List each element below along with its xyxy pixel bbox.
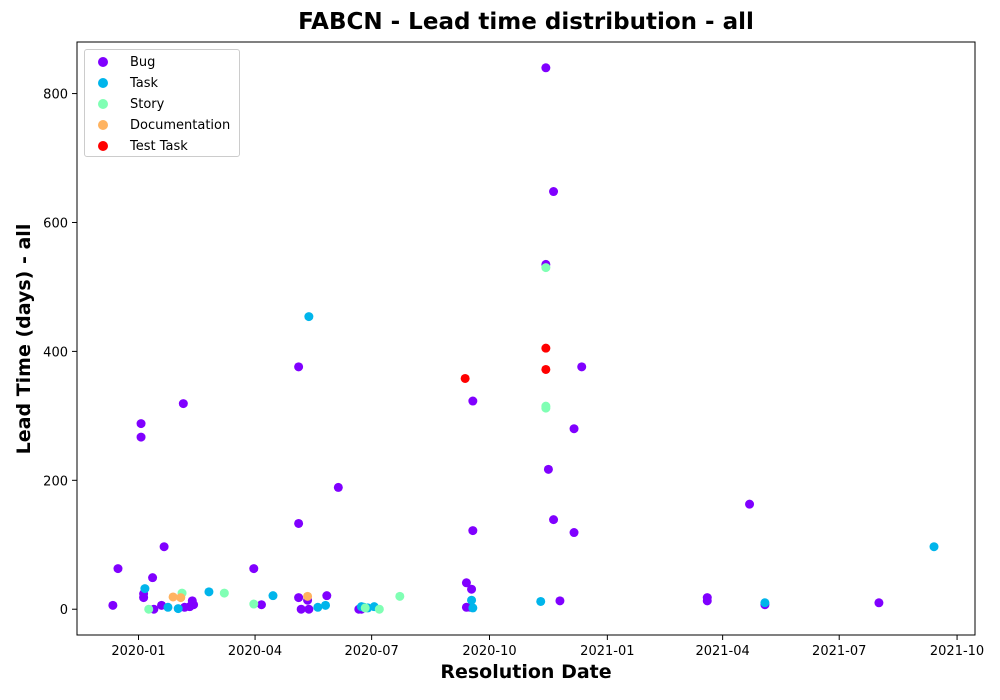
point-task [930, 542, 939, 551]
point-bug [294, 519, 303, 528]
point-story [375, 605, 384, 614]
legend-label: Bug [130, 55, 155, 70]
point-task [536, 597, 545, 606]
point-bug [570, 528, 579, 537]
point-story [220, 589, 229, 598]
y-tick-label: 0 [60, 603, 68, 618]
point-bug [468, 397, 477, 406]
y-tick-label: 400 [43, 345, 68, 360]
x-tick-label: 2021-07 [812, 644, 866, 659]
point-story [249, 600, 258, 609]
legend-item: Story [93, 94, 164, 114]
y-tick-label: 200 [43, 474, 68, 489]
x-tick-label: 2020-07 [344, 644, 398, 659]
point-bug [294, 593, 303, 602]
point-story [541, 263, 550, 272]
point-task [140, 584, 149, 593]
legend-item: Task [93, 73, 158, 93]
point-bug [297, 605, 306, 614]
point-story [395, 592, 404, 601]
point-test-task [541, 365, 550, 374]
y-axis: 0 200 400 600 800 [43, 88, 77, 619]
point-bug [544, 465, 553, 474]
point-task [163, 603, 172, 612]
legend-marker [98, 78, 108, 88]
point-bug [322, 591, 331, 600]
point-task [468, 603, 477, 612]
point-bug [874, 598, 883, 607]
point-task [174, 604, 183, 613]
point-task [321, 601, 330, 610]
point-story [144, 605, 153, 614]
point-bug [468, 526, 477, 535]
point-bug [570, 424, 579, 433]
point-bug [108, 601, 117, 610]
y-tick-label: 800 [43, 88, 68, 103]
point-bug [549, 187, 558, 196]
point-documentation [303, 592, 312, 601]
point-story [541, 404, 550, 413]
legend: Bug Task Story Documentation Test Task [84, 49, 240, 157]
point-bug [577, 362, 586, 371]
point-bug [541, 63, 550, 72]
x-tick-label: 2021-04 [695, 644, 749, 659]
point-story [361, 603, 370, 612]
point-task [467, 596, 476, 605]
point-bug [257, 600, 266, 609]
legend-marker [98, 141, 108, 151]
point-bug [334, 483, 343, 492]
legend-marker [98, 99, 108, 109]
point-bug [148, 573, 157, 582]
point-bug [294, 362, 303, 371]
point-bug [189, 600, 198, 609]
x-tick-label: 2021-01 [580, 644, 634, 659]
point-bug [160, 542, 169, 551]
point-bug [113, 564, 122, 573]
point-test-task [461, 374, 470, 383]
point-bug [555, 596, 564, 605]
x-tick-label: 2021-10 [930, 644, 984, 659]
legend-label: Documentation [130, 118, 230, 133]
x-tick-label: 2020-04 [228, 644, 282, 659]
point-task [304, 312, 313, 321]
point-task [204, 587, 213, 596]
point-bug [304, 605, 313, 614]
point-bug [179, 399, 188, 408]
legend-marker [98, 120, 108, 130]
legend-item: Test Task [93, 136, 188, 156]
point-task [313, 603, 322, 612]
legend-item: Documentation [93, 115, 230, 135]
legend-label: Story [130, 97, 164, 112]
point-bug [467, 585, 476, 594]
y-tick-label: 600 [43, 216, 68, 231]
x-tick-label: 2020-10 [462, 644, 516, 659]
point-documentation [176, 593, 185, 602]
point-bug [137, 433, 146, 442]
x-tick-label: 2020-01 [111, 644, 165, 659]
point-bug [249, 564, 258, 573]
point-test-task [541, 344, 550, 353]
point-task [268, 591, 277, 600]
point-bug [549, 515, 558, 524]
point-bug [745, 500, 754, 509]
point-bug [703, 593, 712, 602]
point-task [760, 598, 769, 607]
x-axis: 2020-01 2020-04 2020-07 2020-10 2021-01 2021-… [111, 635, 984, 659]
legend-marker [98, 57, 108, 67]
legend-label: Test Task [130, 139, 188, 154]
point-bug [137, 419, 146, 428]
point-documentation [169, 592, 178, 601]
legend-item: Bug [93, 52, 155, 72]
legend-label: Task [130, 76, 158, 91]
